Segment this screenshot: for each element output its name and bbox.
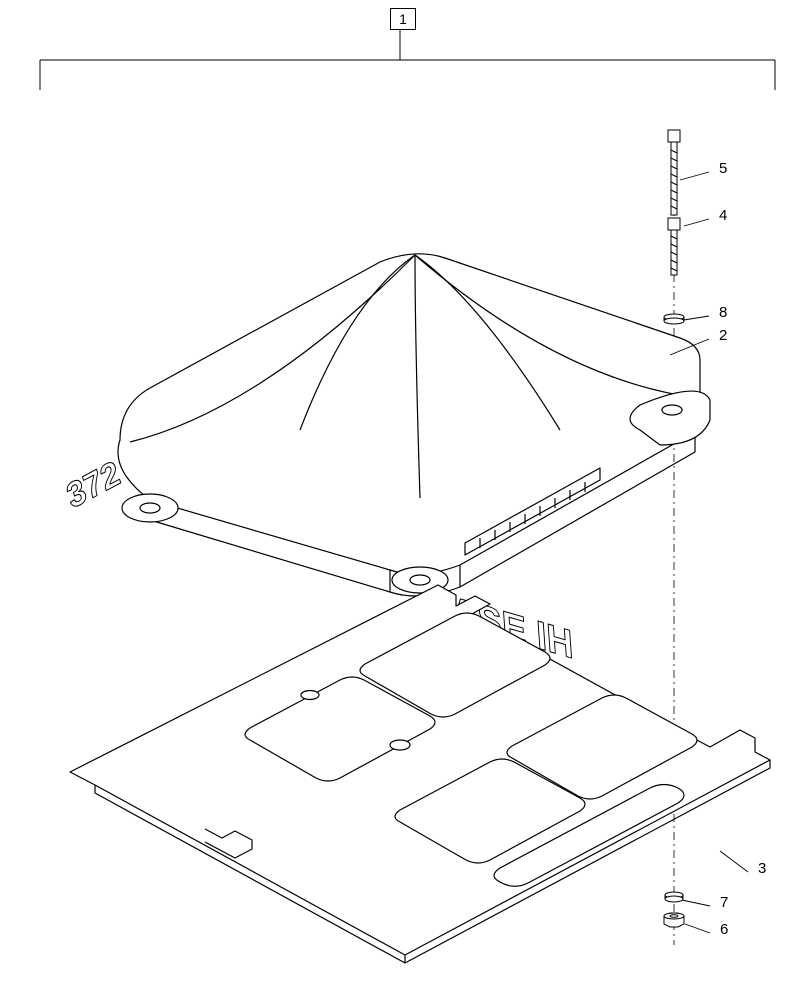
callout-3: 3 — [758, 861, 766, 876]
callout-7: 7 — [720, 895, 728, 910]
callout-2: 2 — [719, 328, 727, 343]
callout-box-1: 1 — [390, 8, 416, 30]
brand-text-372: 372 — [62, 454, 124, 517]
washer-bottom — [665, 892, 683, 902]
diagram-svg: 372 CASE IH — [0, 0, 812, 1000]
callout-4: 4 — [719, 208, 727, 223]
callout-5: 5 — [719, 161, 727, 176]
cover-foot-left — [122, 494, 178, 522]
callout-8: 8 — [719, 305, 727, 320]
washer-top — [664, 314, 684, 324]
callout-box-1-label: 1 — [399, 11, 407, 27]
receiver-cover: 372 CASE IH — [62, 254, 710, 668]
diagram-root: 1 — [0, 0, 812, 1000]
bolt-long — [668, 130, 680, 215]
callout-6: 6 — [720, 922, 728, 937]
leader-lines — [670, 172, 748, 933]
bolt-short — [668, 218, 680, 275]
bracket-group — [40, 30, 775, 90]
mount-plate — [70, 585, 770, 963]
nut — [664, 913, 684, 927]
